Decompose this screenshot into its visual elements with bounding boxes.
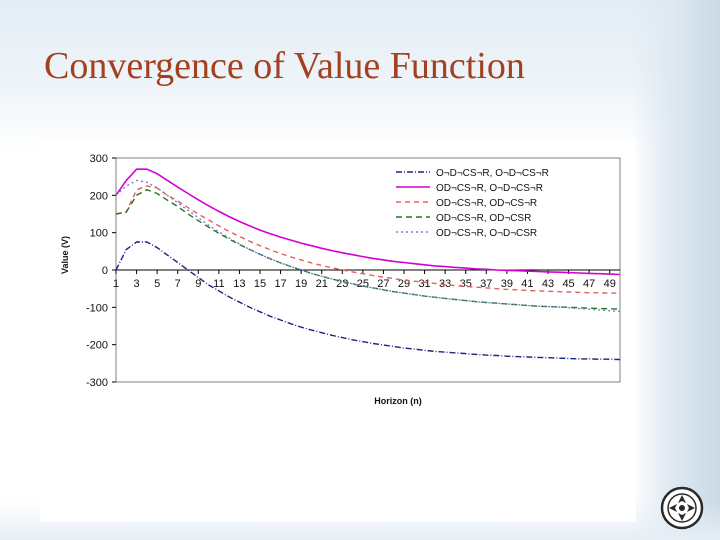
legend-label-4: OD¬CS¬R, OD¬CSR [436, 213, 531, 224]
university-seal-icon [660, 486, 704, 530]
x-tick-label: 35 [460, 278, 472, 290]
x-tick-label: 23 [336, 278, 348, 290]
slide-title: Convergence of Value Function [44, 45, 525, 87]
y-tick-label: 0 [102, 265, 108, 277]
x-tick-label: 21 [316, 278, 328, 290]
legend-label-2: OD¬CS¬R, O¬D¬CS¬R [436, 183, 543, 194]
background-top-gradient [0, 0, 720, 150]
x-tick-label: 25 [357, 278, 369, 290]
legend-label-5: OD¬CS¬R, O¬D¬CSR [436, 228, 537, 239]
series-line-4 [115, 188, 621, 310]
x-tick-label: 31 [418, 278, 430, 290]
y-tick-label: 200 [90, 190, 108, 202]
x-tick-label: 7 [175, 278, 181, 290]
x-tick-label: 43 [542, 278, 554, 290]
y-tick-label: -300 [86, 377, 108, 389]
x-tick-label: 1 [113, 278, 119, 290]
legend-label-1: O¬D¬CS¬R, O¬D¬CS¬R [436, 168, 549, 179]
x-tick-label: 15 [254, 278, 266, 290]
series-line-5 [115, 179, 621, 313]
background-right-gradient [630, 0, 720, 540]
chart-panel [40, 140, 636, 522]
series-line-2 [115, 168, 621, 276]
legend-label-3: OD¬CS¬R, OD¬CS¬R [436, 198, 537, 209]
x-tick-label: 3 [134, 278, 140, 290]
x-tick-label: 37 [480, 278, 492, 290]
y-tick-label: 100 [90, 228, 108, 240]
x-axis-label: Horizon (n) [374, 396, 422, 406]
y-tick-label: -200 [86, 340, 108, 352]
y-tick-label: -100 [86, 302, 108, 314]
x-tick-label: 13 [233, 278, 245, 290]
y-axis-label: Value (V) [60, 236, 70, 274]
x-tick-label: 41 [521, 278, 533, 290]
x-tick-label: 17 [274, 278, 286, 290]
y-tick-label: 300 [90, 153, 108, 165]
x-tick-label: 5 [154, 278, 160, 290]
x-tick-label: 47 [583, 278, 595, 290]
x-tick-label: 39 [501, 278, 513, 290]
x-tick-label: 27 [377, 278, 389, 290]
x-tick-label: 9 [195, 278, 201, 290]
x-tick-label: 19 [295, 278, 307, 290]
x-tick-label: 11 [213, 278, 224, 290]
series-line-1 [115, 241, 621, 361]
x-tick-label: 45 [562, 278, 574, 290]
x-tick-label: 49 [604, 278, 616, 290]
